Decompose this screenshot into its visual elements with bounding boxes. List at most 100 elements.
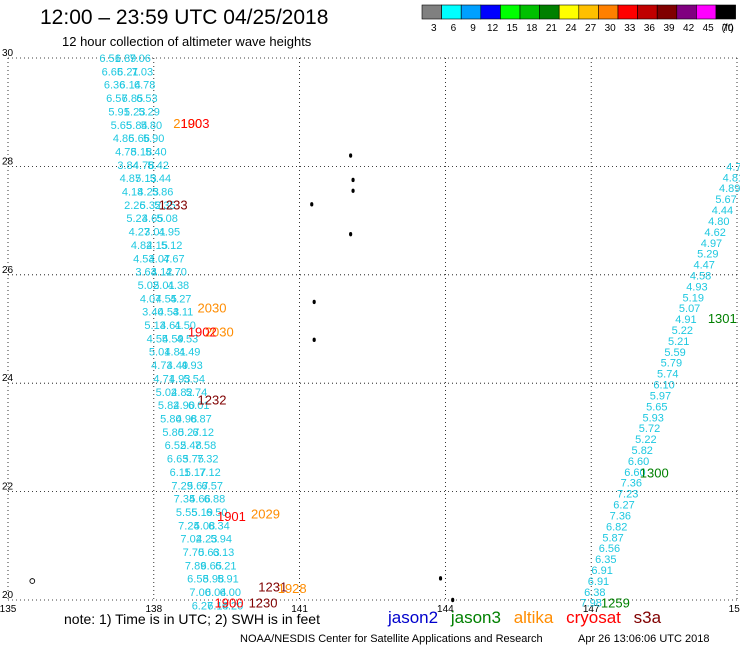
- lon-tick-label: 144: [437, 604, 454, 615]
- swh-observation: 6.21: [215, 560, 236, 572]
- units-note: note: 1) Time is in UTC; 2) SWH is in fe…: [64, 611, 320, 627]
- swh-observation: 5.54: [184, 373, 205, 385]
- swh-observation: 6.01: [188, 400, 209, 412]
- swh-observation: 3.40: [142, 307, 163, 319]
- swh-observation: 7.02: [180, 534, 201, 546]
- swh-observation: 7.29: [171, 480, 192, 492]
- credit-line: NOAA/NESDIS Center for Satellite Applica…: [240, 633, 543, 645]
- swh-observation: 5.67: [187, 480, 208, 492]
- swh-observation: 4.73: [151, 360, 172, 372]
- swh-observation: 5.80: [160, 413, 181, 425]
- swh-observation: 7.03: [132, 66, 153, 78]
- swh-observation: 7.58: [195, 440, 216, 452]
- swh-observation: 6.53: [136, 93, 157, 105]
- swh-observation: 4.95: [159, 227, 180, 239]
- colorbar-label: 33: [624, 23, 636, 34]
- swh-observation: 4.93: [169, 373, 190, 385]
- swh-observation: 5.91: [217, 574, 238, 586]
- pass-time-label: 1928: [278, 581, 307, 596]
- lon-tick-label: 147: [583, 604, 600, 615]
- island-mark: [312, 299, 316, 305]
- swh-observation: 4.44: [712, 205, 733, 217]
- swh-observation: 5.19: [191, 507, 212, 519]
- swh-observation: 5.29: [697, 249, 718, 261]
- swh-observation: 5.74: [657, 369, 678, 381]
- swh-observation: 6.00: [220, 587, 241, 599]
- swh-observation: 5.86: [152, 187, 173, 199]
- swh-observation: 6.60: [628, 456, 649, 468]
- swh-observation: 7.98: [580, 598, 601, 610]
- swh-observation: 4.97: [701, 238, 722, 250]
- swh-observation: 7.06: [129, 53, 150, 65]
- colorbar-label: 36: [644, 23, 656, 34]
- swh-observation: 6.35: [595, 554, 616, 566]
- swh-observation: 4.61: [160, 320, 181, 332]
- swh-observation: 3.84: [117, 160, 138, 172]
- map-title: 12:00 – 23:59 UTC 04/25/2018: [40, 6, 329, 29]
- wave-height-colorbar: 3 6 9 12 15 18 21 24 27 30 33 36 39 42 45 70(ft): [421, 4, 736, 34]
- swh-observation: 6.88: [204, 494, 225, 506]
- location-marker: [29, 578, 36, 584]
- swh-observation: 5.80: [141, 120, 162, 132]
- swh-observation: 7.34: [174, 494, 195, 506]
- swh-observation: 4.78: [115, 146, 136, 158]
- swh-observation: 5.01: [149, 347, 170, 359]
- swh-observation: 5.91: [108, 106, 129, 118]
- swh-observation: 6.57: [202, 480, 223, 492]
- swh-observation: 6.38: [584, 587, 605, 599]
- swh-observation: 7.36: [621, 478, 642, 490]
- swh-observation: 4.89: [719, 183, 740, 195]
- swh-observation: 5.79: [661, 358, 682, 370]
- swh-observation: 6.60: [624, 467, 645, 479]
- swh-observation: 5.59: [664, 347, 685, 359]
- colorbar-unit: (ft): [722, 23, 734, 34]
- swh-observation: 5.98: [203, 574, 224, 586]
- swh-observation: 6.20: [222, 600, 243, 612]
- pass-time-label: 1901: [217, 509, 246, 524]
- swh-observation: 4.23: [137, 187, 158, 199]
- swh-observation: 4.78: [133, 160, 154, 172]
- swh-observation: 5.21: [668, 336, 689, 348]
- pass-time-label: 1233: [159, 197, 188, 212]
- lat-tick-label: 30: [2, 48, 14, 59]
- swh-observation: 5.23: [126, 213, 147, 225]
- colorbar-label: 12: [487, 23, 499, 34]
- swh-observation: 5.48: [180, 440, 201, 452]
- colorbar-swatch: [715, 4, 736, 20]
- satellite-jason2: jason2: [388, 608, 439, 627]
- swh-observation: 5.84: [126, 120, 147, 132]
- swh-observation: 4.82: [131, 240, 152, 252]
- swh-observation: 5.65: [111, 120, 132, 132]
- swh-observation: 4.90: [173, 400, 194, 412]
- satellite-s3a: s3a: [633, 608, 662, 627]
- swh-observation: 6.52: [165, 440, 186, 452]
- island-mark: [351, 177, 355, 183]
- colorbar-label: 27: [585, 23, 597, 34]
- lat-tick-label: 26: [2, 265, 14, 276]
- swh-observation: 4.93: [181, 360, 202, 372]
- swh-observation: 4.70: [166, 267, 187, 279]
- colorbar-label: 45: [703, 23, 715, 34]
- swh-observation: 4.15: [146, 240, 167, 252]
- swh-observation: 6.91: [588, 576, 609, 588]
- pass-time-label: 1900: [215, 596, 244, 611]
- swh-observation: 5.22: [635, 434, 656, 446]
- swh-observation: 6.78: [134, 80, 155, 92]
- colorbar-label: 15: [507, 23, 519, 34]
- swh-observation: 5.80: [162, 427, 183, 439]
- swh-observation: 6.56: [599, 543, 620, 555]
- island-mark: [349, 153, 353, 158]
- swh-observation: 4.91: [675, 314, 696, 326]
- swh-observation: 4.53: [158, 307, 179, 319]
- satellite-legend: jason2 jason3 altika cryosat s3a: [388, 608, 669, 628]
- colorbar-label: 21: [546, 23, 558, 34]
- swh-observation: 5.29: [138, 106, 159, 118]
- swh-observation: 5.42: [147, 160, 168, 172]
- swh-observation: 6.21: [117, 66, 138, 78]
- swh-observation: 4.80: [708, 216, 729, 228]
- swh-observation: 4.50: [175, 320, 196, 332]
- swh-observation: 4.98: [176, 413, 197, 425]
- pass-time-label: 2029: [251, 506, 280, 521]
- swh-observation: 4.55: [147, 333, 168, 345]
